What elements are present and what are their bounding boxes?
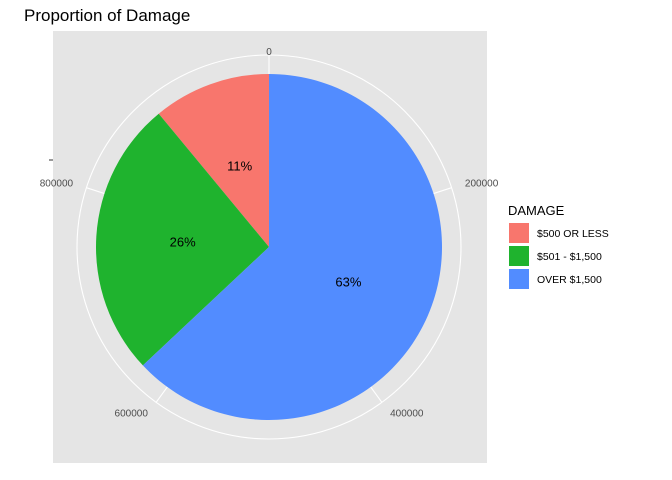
theta-tick-label: 800000: [40, 178, 74, 189]
percent-labels: 11% 26% 63%: [170, 159, 362, 290]
legend-label: $500 OR LESS: [537, 228, 609, 240]
legend-key: [509, 223, 529, 243]
theta-tick-label: 200000: [465, 178, 499, 189]
theta-tick-label: 400000: [390, 409, 424, 420]
pie-slice: [158, 74, 269, 247]
legend-label: $501 - $1,500: [537, 251, 602, 263]
pie-slice: [142, 74, 442, 420]
pie-slices: [96, 74, 442, 420]
theta-tick-label: 0: [266, 47, 272, 58]
legend: $500 OR LESS $501 - $1,500 OVER $1,500: [509, 223, 609, 289]
chart-title: Proportion of Damage: [24, 6, 190, 25]
theta-tick-label: 600000: [115, 409, 149, 420]
legend-key: [509, 269, 529, 289]
legend-label: OVER $1,500: [537, 274, 602, 286]
slice-percent-label: 63%: [335, 274, 361, 289]
slice-percent-label: 11%: [227, 159, 252, 174]
pie-slice: [96, 113, 269, 366]
theta-axis-ticks: 0 200000 400000 600000 800000: [40, 47, 499, 420]
slice-percent-label: 26%: [170, 235, 196, 250]
legend-title: DAMAGE: [508, 203, 565, 218]
legend-key: [509, 246, 529, 266]
